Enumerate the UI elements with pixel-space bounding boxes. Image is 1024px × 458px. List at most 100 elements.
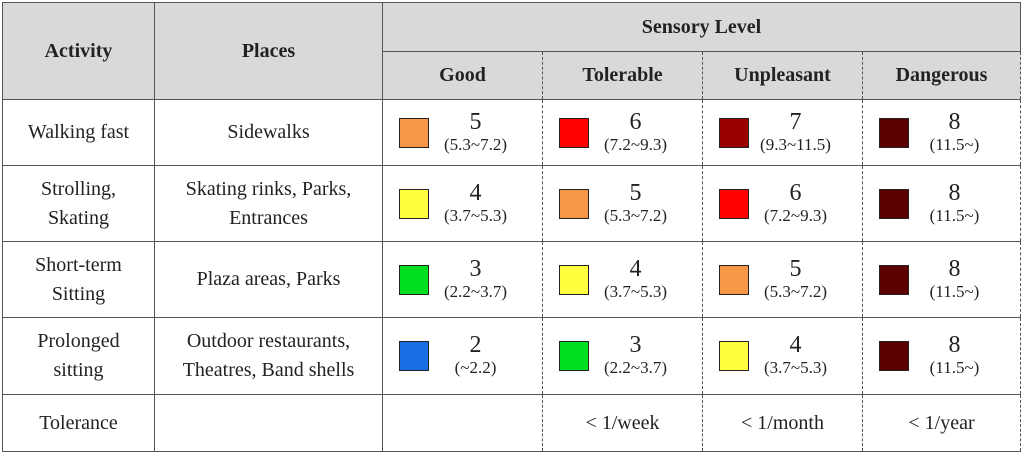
level-cell: 6 (7.2~9.3) [702, 165, 863, 242]
color-swatch [399, 188, 429, 219]
places-line: Sidewalks [227, 121, 310, 143]
cell-text: 8 (11.5~) [909, 110, 1020, 156]
cell-content: 5 (5.3~7.2) [543, 181, 702, 227]
level-range: (7.2~9.3) [763, 205, 828, 225]
level-cell: 5 (5.3~7.2) [702, 241, 863, 318]
level-number: 5 [789, 255, 802, 282]
level-cell: 8 (11.5~) [862, 99, 1021, 166]
row: Strolling, Skating Skating rinks, Parks, En… [2, 165, 1021, 242]
level-header: Good [382, 51, 543, 100]
level-number: 3 [629, 332, 642, 358]
cell-text: 4 (3.7~5.3) [589, 257, 702, 303]
table-body: Walking fast Sidewalks 5 (5.3~7.2) 6 (7.2~9.3… [2, 99, 1021, 452]
cell-text: 8 (11.5~) [909, 257, 1020, 303]
level-number: 5 [629, 179, 642, 206]
places-cell: Sidewalks [154, 99, 383, 166]
level-range: (11.5~) [929, 205, 980, 225]
level-cell: 3 (2.2~3.7) [382, 241, 543, 318]
places-cell: Plaza areas, Parks [154, 241, 383, 318]
level-range: (~2.2) [454, 358, 497, 377]
activity-line: Sitting [51, 282, 106, 305]
color-swatch [879, 264, 909, 295]
level-range: (2.2~3.7) [603, 358, 668, 377]
level-range: (11.5~) [929, 358, 980, 377]
cell-text: 5 (5.3~7.2) [429, 110, 542, 156]
level-number: 4 [789, 332, 802, 358]
cell-content: 5 (5.3~7.2) [703, 257, 862, 303]
row: Prolonged sitting Outdoor restaurants, Thea… [2, 317, 1021, 395]
level-cell: 8 (11.5~) [862, 317, 1021, 395]
level-cell: 3 (2.2~3.7) [542, 317, 703, 395]
level-cell: 8 (11.5~) [862, 241, 1021, 318]
places-line: Skating rinks, Parks, [185, 177, 352, 200]
cell-content: 6 (7.2~9.3) [703, 181, 862, 227]
cell-text: 8 (11.5~) [909, 181, 1020, 227]
color-swatch [879, 117, 909, 148]
level-range: (3.7~5.3) [763, 358, 828, 377]
color-swatch [879, 341, 909, 371]
cell-text: 3 (2.2~3.7) [429, 257, 542, 303]
activity-line: Walking fast [27, 121, 130, 143]
places-header: Places [154, 2, 383, 100]
level-range: (5.3~7.2) [443, 134, 508, 154]
tolerance-value: < 1/year [862, 394, 1021, 452]
activity-line: Skating [47, 206, 110, 229]
level-number: 3 [469, 255, 482, 282]
cell-text: 4 (3.7~5.3) [429, 181, 542, 227]
color-swatch [399, 264, 429, 295]
cell-content: 7 (9.3~11.5) [703, 110, 862, 156]
level-cell: 4 (3.7~5.3) [702, 317, 863, 395]
level-cell: 7 (9.3~11.5) [702, 99, 863, 166]
cell-text: 5 (5.3~7.2) [589, 181, 702, 227]
level-cell: 8 (11.5~) [862, 165, 1021, 242]
tolerance-value: < 1/month [702, 394, 863, 452]
level-range: (3.7~5.3) [443, 205, 508, 225]
row: Short-term Sitting Plaza areas, Parks 3 (2.2… [2, 241, 1021, 318]
row: Walking fast Sidewalks 5 (5.3~7.2) 6 (7.2~9.3… [2, 99, 1021, 166]
cell-text: 7 (9.3~11.5) [749, 110, 862, 156]
level-header: Dangerous [862, 51, 1021, 100]
level-header: Unpleasant [702, 51, 863, 100]
cell-text: 6 (7.2~9.3) [749, 181, 862, 227]
level-range: (9.3~11.5) [760, 134, 831, 154]
cell-content: 2 (~2.2) [383, 333, 542, 379]
level-cell: 4 (3.7~5.3) [382, 165, 543, 242]
cell-text: 2 (~2.2) [429, 333, 542, 379]
cell-content: 8 (11.5~) [863, 110, 1020, 156]
empty-cell [154, 394, 383, 452]
places-line: Outdoor restaurants, [186, 330, 351, 352]
level-range: (11.5~) [929, 134, 980, 154]
color-swatch [719, 264, 749, 295]
cell-content: 3 (2.2~3.7) [383, 257, 542, 303]
places-line: Plaza areas, Parks [196, 268, 341, 290]
activity-line: Prolonged [37, 330, 120, 352]
level-cell: 5 (5.3~7.2) [542, 165, 703, 242]
level-number: 4 [629, 255, 642, 282]
cell-text: 3 (2.2~3.7) [589, 333, 702, 379]
cell-content: 8 (11.5~) [863, 257, 1020, 303]
color-swatch [559, 188, 589, 219]
color-swatch [399, 341, 429, 371]
level-range: (2.2~3.7) [443, 281, 508, 301]
color-swatch [719, 117, 749, 148]
cell-content: 6 (7.2~9.3) [543, 110, 702, 156]
group-header: Sensory Level [382, 2, 1021, 52]
places-line: Entrances [229, 206, 308, 229]
level-number: 5 [469, 108, 482, 135]
places-cell: Skating rinks, Parks, Entrances [154, 165, 383, 242]
level-cell: 4 (3.7~5.3) [542, 241, 703, 318]
level-range: (3.7~5.3) [603, 281, 668, 301]
activity-line: sitting [53, 359, 104, 381]
color-swatch [879, 188, 909, 219]
empty-cell [382, 394, 543, 452]
sensory-table: Activity Places Sensory Level Good Tolera… [2, 2, 1021, 452]
cell-content: 4 (3.7~5.3) [703, 333, 862, 379]
level-number: 4 [469, 179, 482, 206]
cell-content: 5 (5.3~7.2) [383, 110, 542, 156]
tolerance-value: < 1/week [542, 394, 703, 452]
cell-text: 6 (7.2~9.3) [589, 110, 702, 156]
level-number: 8 [948, 332, 961, 358]
places-cell: Outdoor restaurants, Theatres, Band shell… [154, 317, 383, 395]
level-number: 6 [789, 179, 802, 206]
